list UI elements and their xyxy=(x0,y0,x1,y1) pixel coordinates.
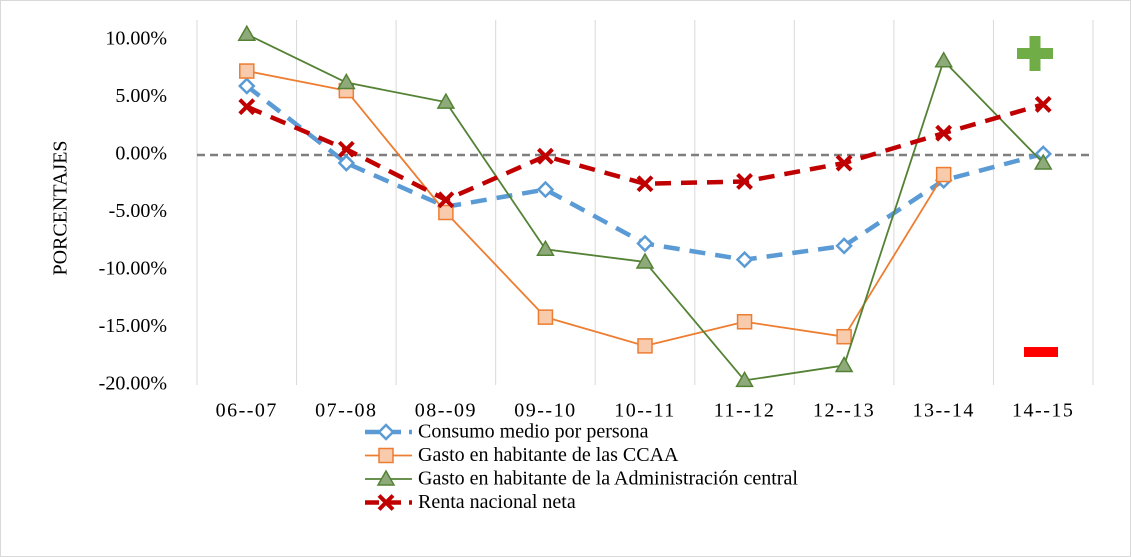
y-tick-label: -10.00% xyxy=(99,258,167,280)
marker xyxy=(536,239,555,257)
minus-icon xyxy=(1024,347,1058,357)
x-tick-label: 11--12 xyxy=(714,400,776,422)
series-line xyxy=(246,70,945,347)
marker xyxy=(934,51,953,68)
marker xyxy=(237,24,257,41)
legend-label: Gasto en habitante de la Administración … xyxy=(418,468,798,490)
legend-marker xyxy=(376,469,396,486)
legend-label: Consumo medio por persona xyxy=(418,421,649,443)
marker xyxy=(637,338,653,354)
legend-label: Gasto en habitante de las CCAA xyxy=(418,444,679,466)
marker xyxy=(337,154,356,172)
marker xyxy=(537,147,554,165)
marker xyxy=(238,98,256,116)
y-tick-label: 0.00% xyxy=(115,143,167,165)
marker xyxy=(935,124,953,142)
marker xyxy=(636,234,654,253)
marker xyxy=(437,191,455,209)
marker xyxy=(836,328,852,345)
marker xyxy=(834,355,854,373)
plus-icon xyxy=(1017,36,1053,71)
y-tick-label: -15.00% xyxy=(99,315,167,337)
marker xyxy=(238,77,256,95)
y-tick-label: 10.00% xyxy=(105,28,167,50)
marker xyxy=(735,370,754,388)
marker xyxy=(835,237,853,255)
y-axis-label: PORCENTAJES xyxy=(50,140,72,275)
marker xyxy=(736,314,753,330)
y-tick-label: 5.00% xyxy=(115,85,167,107)
marker xyxy=(1033,153,1053,170)
marker xyxy=(1034,95,1052,113)
series xyxy=(237,24,1053,388)
marker xyxy=(935,166,952,183)
marker xyxy=(438,204,454,221)
marker xyxy=(536,180,555,199)
x-tick-label: 10--11 xyxy=(614,400,676,422)
marker xyxy=(337,73,356,90)
y-tick-label: -20.00% xyxy=(99,373,167,395)
marker xyxy=(337,140,355,158)
series xyxy=(238,95,1052,209)
x-tick-label: 06--07 xyxy=(216,400,278,422)
legend-marker xyxy=(377,423,395,441)
y-tick-label: -5.00% xyxy=(109,200,167,222)
marker xyxy=(636,175,654,193)
legend-label: Renta nacional neta xyxy=(418,491,576,513)
marker xyxy=(239,63,255,79)
marker xyxy=(436,92,456,109)
x-tick-label: 08--09 xyxy=(415,400,477,422)
x-tick-label: 12--13 xyxy=(813,400,875,422)
x-tick-label: 07--08 xyxy=(315,400,377,422)
legend-marker xyxy=(377,494,395,511)
series xyxy=(239,63,952,354)
marker xyxy=(735,250,754,269)
marker xyxy=(537,309,554,325)
x-tick-label: 14--15 xyxy=(1012,400,1074,422)
marker xyxy=(835,154,853,172)
x-tick-label: 13--14 xyxy=(913,400,975,422)
marker xyxy=(635,252,655,269)
legend-marker xyxy=(378,447,394,464)
x-tick-label: 09--10 xyxy=(514,400,576,422)
marker xyxy=(736,173,753,190)
